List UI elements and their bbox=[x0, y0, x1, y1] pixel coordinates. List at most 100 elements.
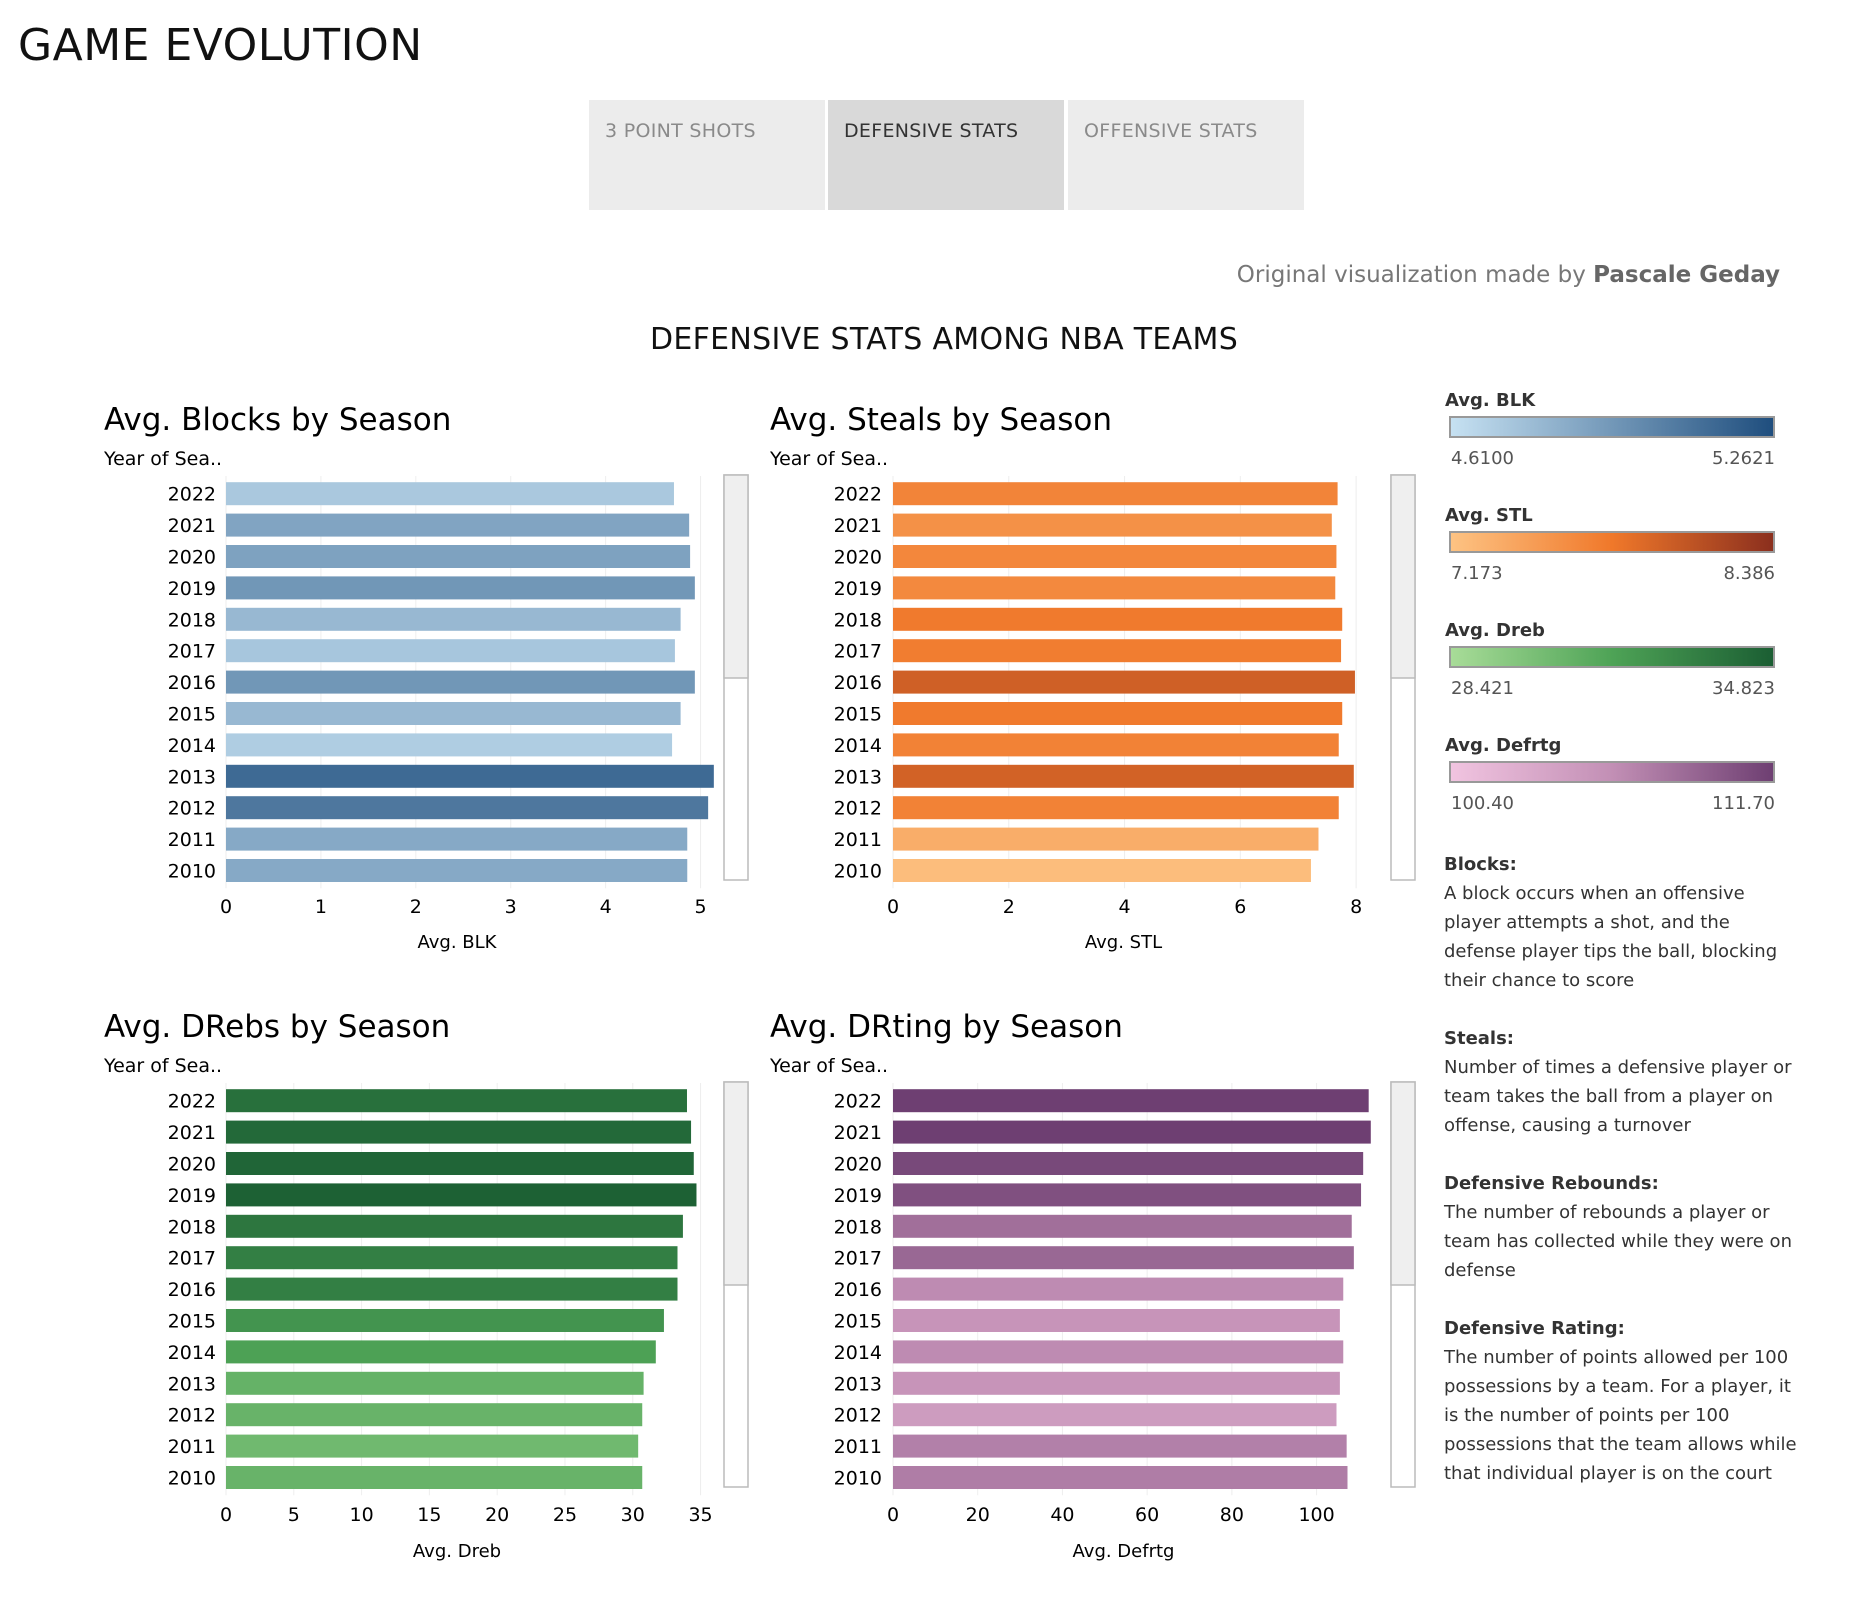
bar bbox=[226, 1466, 643, 1489]
bar bbox=[226, 733, 673, 757]
x-tick-label: 2 bbox=[1003, 896, 1015, 918]
bar bbox=[226, 1277, 678, 1301]
y-tick-label: 2019 bbox=[834, 578, 882, 600]
legend-dreb: Avg. Dreb bbox=[1445, 620, 1545, 641]
legend-blk: Avg. BLK bbox=[1445, 390, 1535, 411]
definition-term: Defensive Rating: bbox=[1444, 1318, 1625, 1339]
x-tick-label: 20 bbox=[485, 1504, 509, 1526]
scrollbar-thumb[interactable] bbox=[723, 1081, 749, 1286]
x-axis-title: Avg. STL bbox=[1085, 932, 1162, 953]
credit-author: Pascale Geday bbox=[1593, 262, 1780, 288]
y-tick-label: 2022 bbox=[168, 484, 216, 506]
legend-title: Avg. Dreb bbox=[1445, 620, 1545, 641]
y-tick-label: 2020 bbox=[168, 1154, 216, 1176]
y-axis-header: Year of Sea.. bbox=[103, 448, 222, 470]
x-tick-label: 4 bbox=[1119, 896, 1131, 918]
x-tick-label: 4 bbox=[600, 896, 612, 918]
legend-min: 100.40 bbox=[1451, 793, 1514, 814]
legend-max: 8.386 bbox=[1723, 563, 1775, 584]
credit-prefix: Original visualization made by bbox=[1236, 262, 1586, 288]
bar bbox=[893, 859, 1311, 882]
legend-min: 28.421 bbox=[1451, 678, 1514, 699]
scrollbar-thumb[interactable] bbox=[723, 474, 749, 679]
y-tick-label: 2021 bbox=[834, 515, 882, 537]
bar bbox=[226, 859, 688, 882]
y-tick-label: 2013 bbox=[168, 766, 216, 788]
bar bbox=[226, 1403, 643, 1427]
bar bbox=[893, 513, 1332, 537]
x-tick-label: 30 bbox=[621, 1504, 645, 1526]
bar bbox=[893, 733, 1339, 757]
y-tick-label: 2019 bbox=[168, 578, 216, 600]
bar bbox=[226, 1371, 644, 1395]
legend-title: Avg. STL bbox=[1445, 505, 1533, 526]
x-tick-label: 15 bbox=[417, 1504, 441, 1526]
bar bbox=[226, 796, 709, 820]
definition-term: Defensive Rebounds: bbox=[1444, 1173, 1659, 1194]
y-tick-label: 2016 bbox=[168, 1279, 216, 1301]
bar bbox=[226, 670, 695, 694]
legend-max: 5.2621 bbox=[1712, 448, 1775, 469]
legend-max: 111.70 bbox=[1712, 793, 1775, 814]
bar bbox=[226, 576, 695, 600]
chart-title: Avg. DRting by Season bbox=[770, 1009, 1123, 1045]
x-axis-title: Avg. Dreb bbox=[413, 1541, 501, 1562]
scrollbar-thumb[interactable] bbox=[1390, 1081, 1416, 1286]
tab-defensive-stats[interactable]: DEFENSIVE STATS bbox=[828, 100, 1064, 210]
y-axis-header: Year of Sea.. bbox=[769, 448, 888, 470]
x-tick-label: 0 bbox=[887, 1504, 899, 1526]
bar bbox=[226, 1089, 687, 1113]
y-tick-label: 2012 bbox=[168, 798, 216, 820]
legend-min: 4.6100 bbox=[1451, 448, 1514, 469]
bar bbox=[893, 1277, 1344, 1301]
legend-blk-gradient bbox=[1449, 416, 1775, 438]
bar bbox=[893, 670, 1355, 694]
legend-dreb-gradient bbox=[1449, 646, 1775, 668]
bar bbox=[893, 1371, 1340, 1395]
x-axis-title: Avg. BLK bbox=[418, 932, 498, 953]
bar bbox=[893, 764, 1354, 788]
definition-term: Blocks: bbox=[1444, 854, 1517, 875]
y-tick-label: 2021 bbox=[168, 515, 216, 537]
y-tick-label: 2011 bbox=[834, 829, 882, 851]
x-tick-label: 25 bbox=[553, 1504, 577, 1526]
y-axis-header: Year of Sea.. bbox=[769, 1055, 888, 1077]
y-tick-label: 2020 bbox=[834, 1154, 882, 1176]
bar bbox=[226, 1434, 639, 1458]
bar bbox=[226, 1183, 697, 1207]
chart-title: Avg. DRebs by Season bbox=[104, 1009, 450, 1045]
y-tick-label: 2020 bbox=[834, 547, 882, 569]
bar bbox=[893, 827, 1319, 851]
y-tick-label: 2014 bbox=[168, 735, 216, 757]
y-tick-label: 2012 bbox=[834, 798, 882, 820]
page-title: GAME EVOLUTION bbox=[18, 20, 423, 71]
credit-line: Original visualization made by Pascale G… bbox=[1100, 262, 1780, 288]
y-tick-label: 2013 bbox=[168, 1373, 216, 1395]
legend-defrtg: Avg. Defrtg bbox=[1445, 735, 1561, 756]
y-tick-label: 2011 bbox=[168, 829, 216, 851]
legend-max: 34.823 bbox=[1712, 678, 1775, 699]
bar bbox=[893, 1120, 1371, 1144]
bar bbox=[226, 1152, 694, 1175]
y-tick-label: 2021 bbox=[168, 1122, 216, 1144]
x-tick-label: 5 bbox=[694, 896, 706, 918]
y-tick-label: 2017 bbox=[834, 1248, 882, 1270]
bar bbox=[893, 1183, 1362, 1207]
x-tick-label: 3 bbox=[505, 896, 517, 918]
bar bbox=[226, 545, 691, 568]
tab-offensive-stats[interactable]: OFFENSIVE STATS bbox=[1068, 100, 1304, 210]
y-tick-label: 2022 bbox=[834, 1091, 882, 1113]
bar bbox=[893, 796, 1339, 820]
x-tick-label: 0 bbox=[887, 896, 899, 918]
y-tick-label: 2020 bbox=[168, 547, 216, 569]
y-tick-label: 2015 bbox=[834, 1311, 882, 1333]
y-tick-label: 2016 bbox=[834, 672, 882, 694]
x-tick-label: 80 bbox=[1220, 1504, 1244, 1526]
y-tick-label: 2011 bbox=[834, 1436, 882, 1458]
bar bbox=[226, 1309, 664, 1332]
tab-3-point-shots[interactable]: 3 POINT SHOTS bbox=[589, 100, 825, 210]
scrollbar-thumb[interactable] bbox=[1390, 474, 1416, 679]
y-tick-label: 2013 bbox=[834, 1373, 882, 1395]
y-tick-label: 2013 bbox=[834, 766, 882, 788]
y-tick-label: 2010 bbox=[834, 1468, 882, 1490]
